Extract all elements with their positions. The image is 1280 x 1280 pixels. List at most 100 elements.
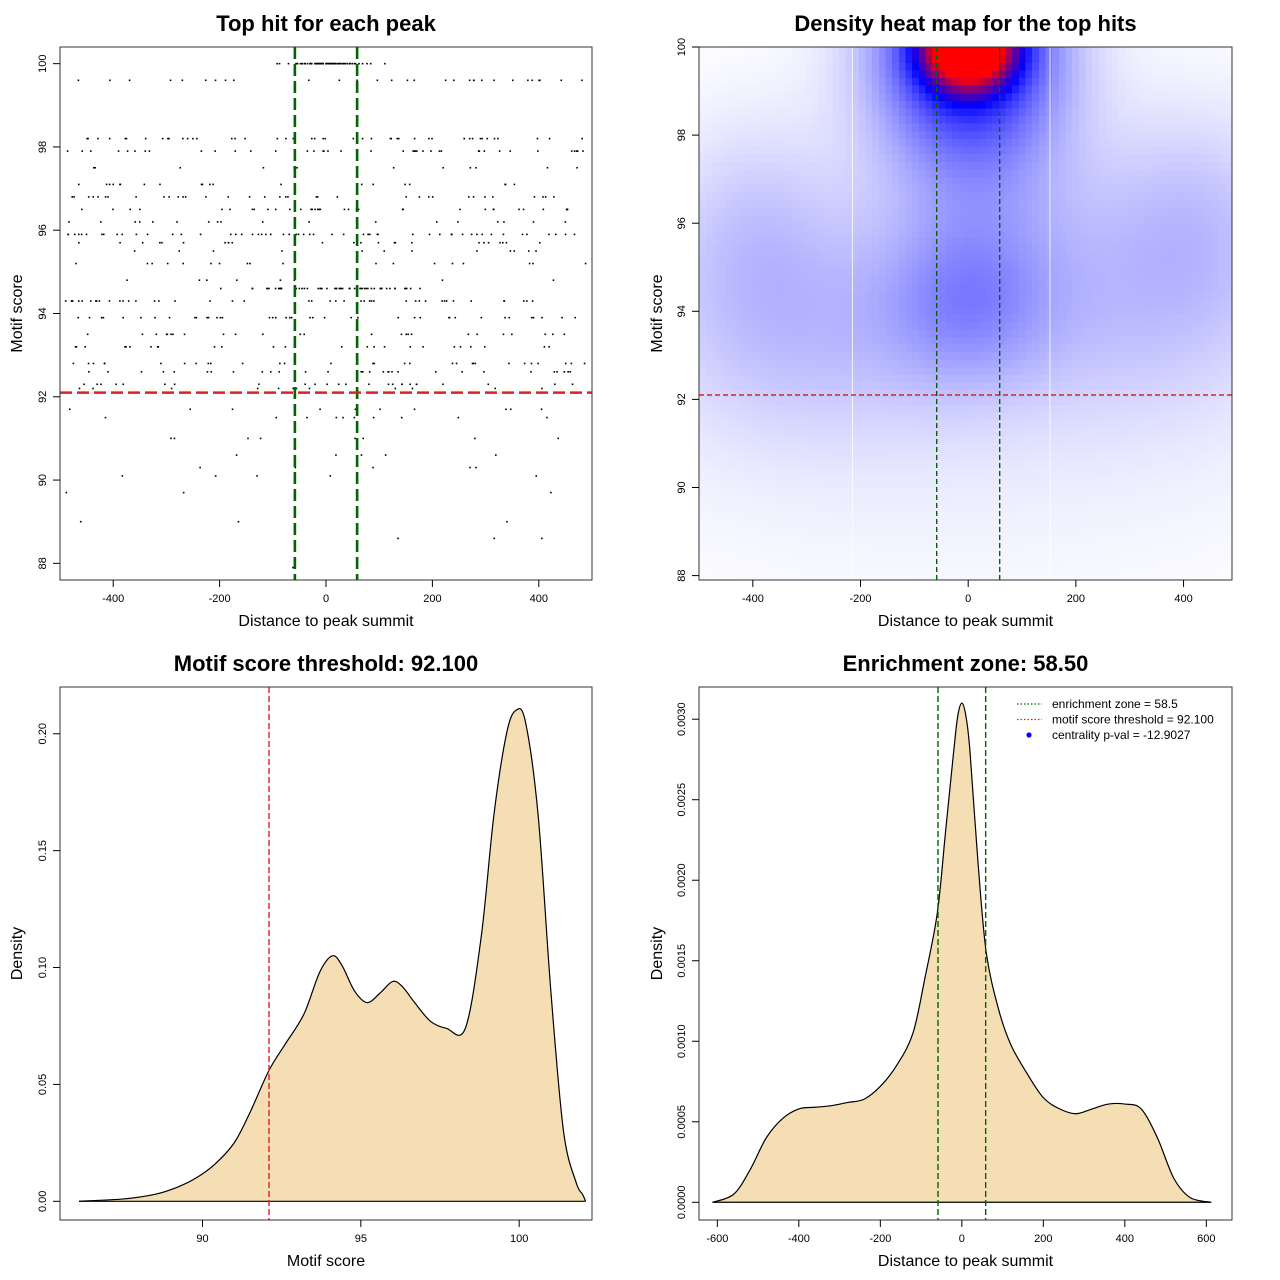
heatmap-cell	[845, 412, 853, 421]
heatmap-cell	[838, 359, 847, 368]
scatter-point	[180, 233, 183, 236]
heatmap-cell	[792, 541, 800, 551]
heatmap-cell	[958, 214, 967, 223]
heatmap-cell	[878, 442, 887, 452]
heatmap-cell	[758, 420, 767, 429]
heatmap-cell	[1005, 77, 1013, 86]
heatmap-cell	[752, 107, 760, 117]
heatmap-cell	[872, 442, 880, 452]
heatmap-cell	[838, 519, 847, 528]
heatmap-cell	[918, 305, 927, 315]
heatmap-cell	[838, 252, 847, 261]
heatmap-cell	[852, 47, 860, 56]
heatmap-cell	[818, 450, 827, 459]
heatmap-cell	[712, 47, 720, 56]
heatmap-cell	[885, 313, 893, 322]
scatter-point	[404, 287, 406, 290]
heatmap-cell	[1045, 351, 1053, 360]
heatmap-cell	[1065, 389, 1073, 398]
heatmap-cell	[1065, 54, 1073, 63]
heatmap-cell	[825, 442, 833, 452]
heatmap-cell	[758, 298, 767, 307]
heatmap-cell	[765, 168, 773, 178]
heatmap-cell	[758, 488, 767, 497]
heatmap-cell	[712, 328, 720, 337]
heatmap-cell	[1012, 450, 1020, 459]
heatmap-cell	[1038, 229, 1047, 238]
heatmap-cell	[718, 54, 727, 63]
scatter-point	[182, 137, 184, 140]
scatter-point	[321, 62, 323, 65]
heatmap-cell	[892, 77, 900, 86]
heatmap-cell	[772, 267, 780, 277]
scatter-point	[366, 346, 369, 348]
heatmap-cell	[792, 519, 800, 528]
heatmap-cell	[1038, 496, 1047, 505]
heatmap-cell	[985, 359, 993, 368]
heatmap-cell	[705, 336, 713, 345]
heatmap-cell	[898, 313, 907, 322]
heatmap-cell	[865, 321, 873, 330]
heatmap-cell	[752, 389, 760, 398]
heatmap-cell	[885, 161, 893, 170]
heatmap-cell	[1078, 366, 1087, 376]
heatmap-cell	[712, 359, 720, 368]
scatter-point	[546, 166, 549, 169]
heatmap-cell	[792, 107, 800, 117]
scatter-point	[441, 279, 444, 281]
heatmap-cell	[898, 85, 907, 94]
heatmap-cell	[699, 138, 707, 147]
heatmap-cell	[1058, 541, 1067, 551]
heatmap-cell	[805, 222, 813, 231]
heatmap-cell	[758, 374, 767, 383]
scatter-point	[373, 300, 375, 302]
heatmap-cell	[945, 77, 953, 86]
scatter-point	[361, 62, 364, 65]
heatmap-cell	[1018, 351, 1027, 360]
heatmap-cell	[1085, 161, 1093, 170]
heatmap-cell	[1052, 328, 1060, 337]
heatmap-cell	[972, 222, 980, 231]
scatter-point	[164, 383, 166, 386]
heatmap-cell	[878, 572, 887, 581]
heatmap-cell	[1085, 496, 1093, 505]
heatmap-cell	[912, 328, 920, 337]
heatmap-cell	[752, 549, 760, 558]
heatmap-cell	[925, 458, 933, 467]
scatter-point	[367, 233, 369, 236]
heatmap-cell	[872, 534, 880, 543]
heatmap-cell	[872, 85, 880, 94]
heatmap-cell	[1025, 541, 1033, 551]
heatmap-cell	[798, 351, 807, 360]
heatmap-cell	[765, 321, 773, 330]
heatmap-cell	[778, 115, 787, 124]
heatmap-cell	[898, 503, 907, 513]
scatter-point	[503, 221, 505, 223]
heatmap-cell	[885, 229, 893, 238]
heatmap-cell	[952, 222, 960, 231]
heatmap-cell	[1072, 214, 1080, 223]
heatmap-cell	[945, 252, 953, 261]
heatmap-cell	[905, 519, 913, 528]
scatter-point	[509, 250, 512, 252]
heatmap-cell	[878, 138, 887, 147]
scatter-point	[419, 287, 421, 290]
heatmap-cell	[852, 283, 860, 292]
heatmap-cell	[712, 534, 720, 543]
heatmap-cell	[985, 351, 993, 360]
scatter-point	[206, 370, 209, 373]
heatmap-cell	[1032, 260, 1040, 269]
heatmap-cell	[778, 305, 787, 315]
heatmap-cell	[852, 107, 860, 117]
heatmap-cell	[1005, 184, 1013, 193]
scatter-point	[413, 79, 416, 82]
heatmap-cell	[885, 328, 893, 337]
scatter-point	[209, 300, 211, 302]
heatmap-cell	[732, 138, 740, 147]
heatmap-cell	[1018, 260, 1027, 269]
heatmap-cell	[1072, 321, 1080, 330]
heatmap-cell	[945, 130, 953, 139]
heatmap-cell	[1052, 526, 1060, 535]
heatmap-cell	[1078, 336, 1087, 345]
heatmap-cell	[972, 412, 980, 421]
